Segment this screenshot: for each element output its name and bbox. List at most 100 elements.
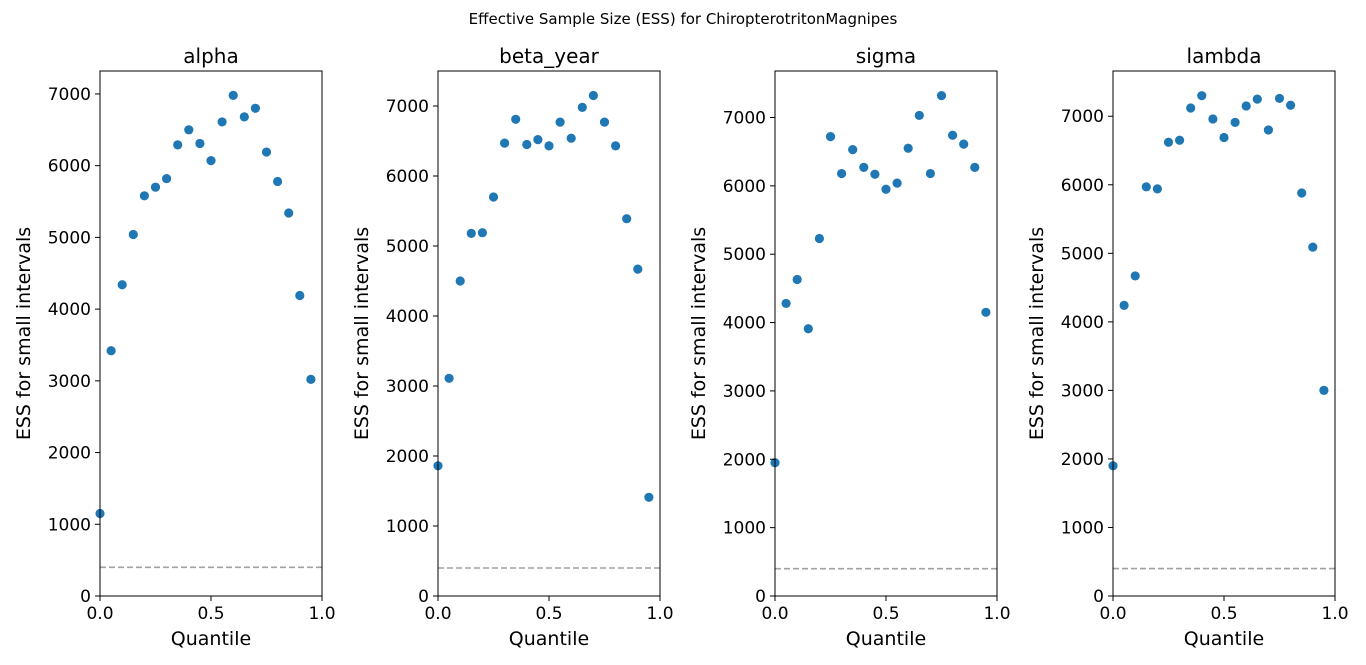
panel-sigma: 0 1000 2000 3000 4000 5000 6000 7000 0.0 0.5 1.0 si…	[688, 44, 1011, 650]
data-point	[959, 139, 969, 149]
data-point	[150, 182, 161, 192]
data-point	[1175, 135, 1185, 145]
data-point	[284, 208, 294, 218]
y-tick-label: 0	[80, 587, 91, 607]
panel-alpha: 0 1000 2000 3000 4000 5000 6000 7000 0.0 0.5 1.0 al…	[13, 44, 336, 650]
data-point	[814, 233, 825, 244]
data-point	[837, 168, 847, 179]
x-tick-label: 0.5	[535, 604, 562, 624]
data-point	[599, 117, 610, 127]
data-point	[848, 145, 858, 155]
x-tick-label: 0.0	[1099, 604, 1126, 624]
x-tick-label: 0.5	[1210, 604, 1237, 624]
data-point	[577, 102, 587, 112]
data-point	[466, 228, 476, 238]
data-point	[306, 374, 316, 385]
data-point	[1286, 100, 1296, 110]
y-tick-label: 7000	[723, 108, 766, 128]
y-axis-label: ESS for small intervals	[13, 227, 35, 440]
data-point	[139, 191, 149, 201]
data-point	[555, 117, 565, 127]
data-point	[511, 114, 521, 124]
x-axis-label: Quantile	[509, 628, 589, 650]
x-axis-label: Quantile	[846, 628, 926, 650]
y-tick-label: 7000	[1061, 107, 1104, 127]
y-tick-label: 1000	[1061, 518, 1104, 538]
y-tick-label: 6000	[386, 167, 429, 187]
data-point	[217, 117, 227, 127]
y-axis-label: ESS for small intervals	[351, 227, 373, 440]
y-tick-label: 5000	[723, 245, 766, 265]
data-point	[1186, 103, 1196, 113]
data-point	[128, 229, 138, 240]
y-tick-label: 4000	[1061, 313, 1104, 333]
data-point	[870, 169, 880, 179]
y-tick-label: 0	[755, 587, 766, 607]
y-tick-label: 0	[1093, 587, 1104, 607]
data-point	[633, 264, 643, 274]
data-point	[239, 112, 249, 122]
y-tick-label: 2000	[386, 447, 429, 467]
panel-title: beta_year	[499, 44, 599, 68]
data-point	[792, 274, 802, 285]
data-point	[1274, 93, 1285, 104]
panel-title: lambda	[1187, 44, 1262, 68]
data-point	[1297, 188, 1307, 198]
data-point	[914, 110, 924, 121]
data-point	[1141, 182, 1151, 192]
data-point	[859, 162, 869, 172]
plot-frame	[99, 70, 323, 597]
data-point	[206, 156, 216, 166]
y-tick-label: 3000	[1061, 381, 1104, 401]
y-tick-label: 5000	[48, 228, 91, 248]
data-point	[1219, 132, 1229, 143]
y-tick-label: 1000	[48, 515, 91, 535]
data-point	[611, 141, 621, 151]
data-point	[622, 214, 632, 224]
data-point	[1252, 94, 1262, 104]
data-point	[544, 141, 554, 151]
panel-lambda: 0 1000 2000 3000 4000 5000 6000 7000 0.0 0.5 1.0 la…	[1026, 44, 1349, 650]
data-point	[803, 324, 813, 334]
y-tick-label: 3000	[723, 382, 766, 402]
figure-suptitle: Effective Sample Size (ESS) for Chiropte…	[469, 10, 898, 28]
data-point	[644, 492, 654, 502]
data-point	[981, 307, 991, 317]
x-tick-label: 1.0	[646, 604, 673, 624]
data-point	[1163, 137, 1174, 147]
x-tick-label: 0.0	[86, 604, 113, 624]
y-tick-label: 3000	[386, 377, 429, 397]
data-point	[273, 176, 283, 187]
y-tick-label: 1000	[386, 517, 429, 537]
data-point	[881, 184, 891, 194]
x-tick-label: 0.5	[872, 604, 899, 624]
data-point	[261, 147, 272, 157]
plot-frame	[1112, 70, 1336, 597]
data-point	[1319, 385, 1329, 395]
data-point	[444, 373, 454, 383]
y-tick-label: 7000	[386, 97, 429, 117]
x-tick-label: 1.0	[1321, 604, 1348, 624]
y-tick-label: 2000	[723, 450, 766, 470]
data-point	[1208, 114, 1218, 124]
y-tick-label: 7000	[48, 85, 91, 105]
y-tick-label: 3000	[48, 372, 91, 392]
y-tick-label: 4000	[386, 307, 429, 327]
data-point	[1308, 242, 1318, 252]
y-tick-label: 4000	[48, 300, 91, 320]
data-point	[892, 178, 902, 188]
y-tick-label: 6000	[1061, 176, 1104, 196]
panel-title: alpha	[183, 44, 238, 68]
data-point	[1263, 125, 1273, 135]
data-point	[1241, 101, 1251, 111]
plot-frame	[774, 70, 998, 597]
y-tick-label: 5000	[386, 237, 429, 257]
data-point	[500, 138, 510, 148]
y-tick-label: 2000	[1061, 450, 1104, 470]
x-axis-label: Quantile	[1184, 628, 1264, 650]
y-tick-label: 0	[418, 587, 429, 607]
data-point	[948, 130, 958, 140]
data-point	[825, 132, 836, 142]
data-point	[162, 173, 172, 184]
